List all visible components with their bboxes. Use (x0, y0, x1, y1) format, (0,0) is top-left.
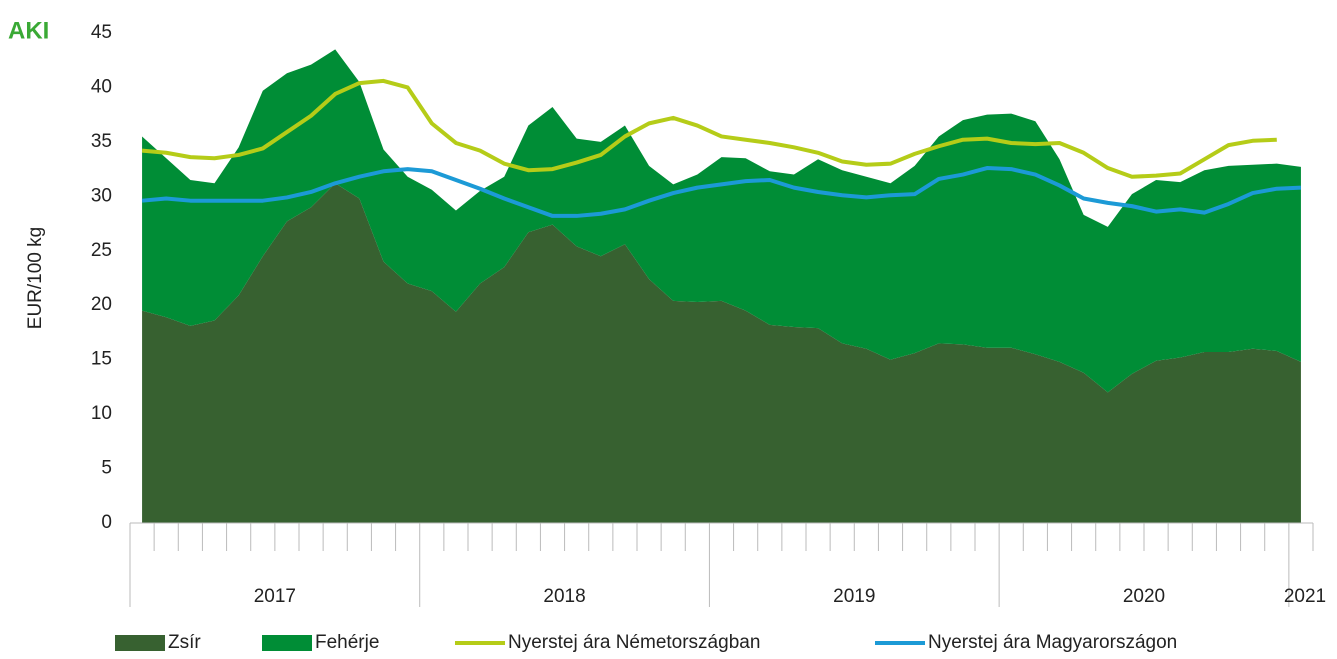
y-tick-label: 45 (91, 22, 112, 43)
y-tick-label: 0 (101, 512, 112, 533)
line (141, 78, 1277, 179)
logo: AKI (8, 17, 49, 44)
year-label: 2021 (1284, 586, 1326, 607)
legend-label: Fehérje (315, 632, 379, 653)
year-label: 2017 (254, 586, 296, 607)
y-tick-label: 35 (91, 131, 112, 152)
y-tick-label: 10 (91, 403, 112, 424)
y-tick-label: 30 (91, 185, 112, 206)
y-tick-label: 20 (91, 294, 112, 315)
y-tick-label: 15 (91, 349, 112, 370)
legend-label: Zsír (168, 632, 201, 653)
area (142, 49, 1301, 393)
area (142, 183, 1301, 523)
line (141, 166, 1302, 218)
year-label: 2019 (833, 586, 875, 607)
y-axis-label: EUR/100 kg (25, 227, 46, 329)
legend-swatch (115, 635, 165, 651)
y-tick-label: 5 (101, 458, 112, 479)
y-tick-label: 40 (91, 76, 112, 97)
legend-label: Nyerstej ára Magyarországon (928, 632, 1177, 653)
legend-swatch (262, 635, 312, 651)
y-tick-label: 25 (91, 240, 112, 261)
legend-label: Nyerstej ára Németországban (508, 632, 760, 653)
year-label: 2020 (1123, 586, 1165, 607)
year-label: 2018 (543, 586, 585, 607)
